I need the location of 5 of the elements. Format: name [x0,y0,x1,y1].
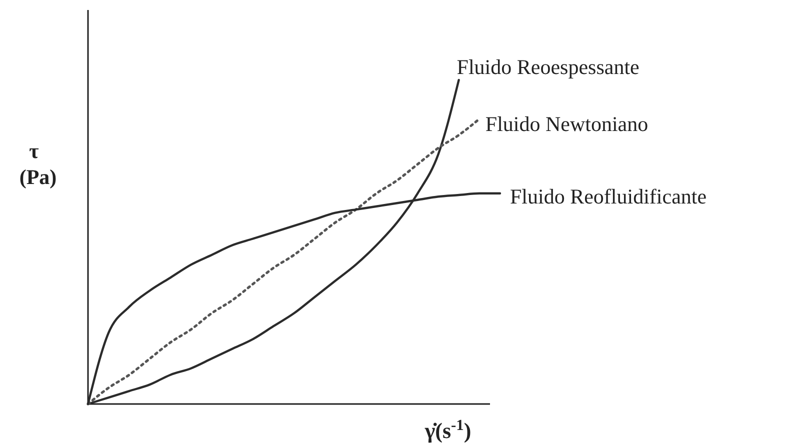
x-axis-title: γ̇(s$^{-1}$) [424,416,472,443]
series-label: Fluido Newtoniano [485,112,648,136]
series-label: Fluido Reoespessante [456,55,640,79]
series-label: Fluido Reofluidificante [510,184,707,208]
y-axis-title: τ (Pa) [19,139,57,189]
